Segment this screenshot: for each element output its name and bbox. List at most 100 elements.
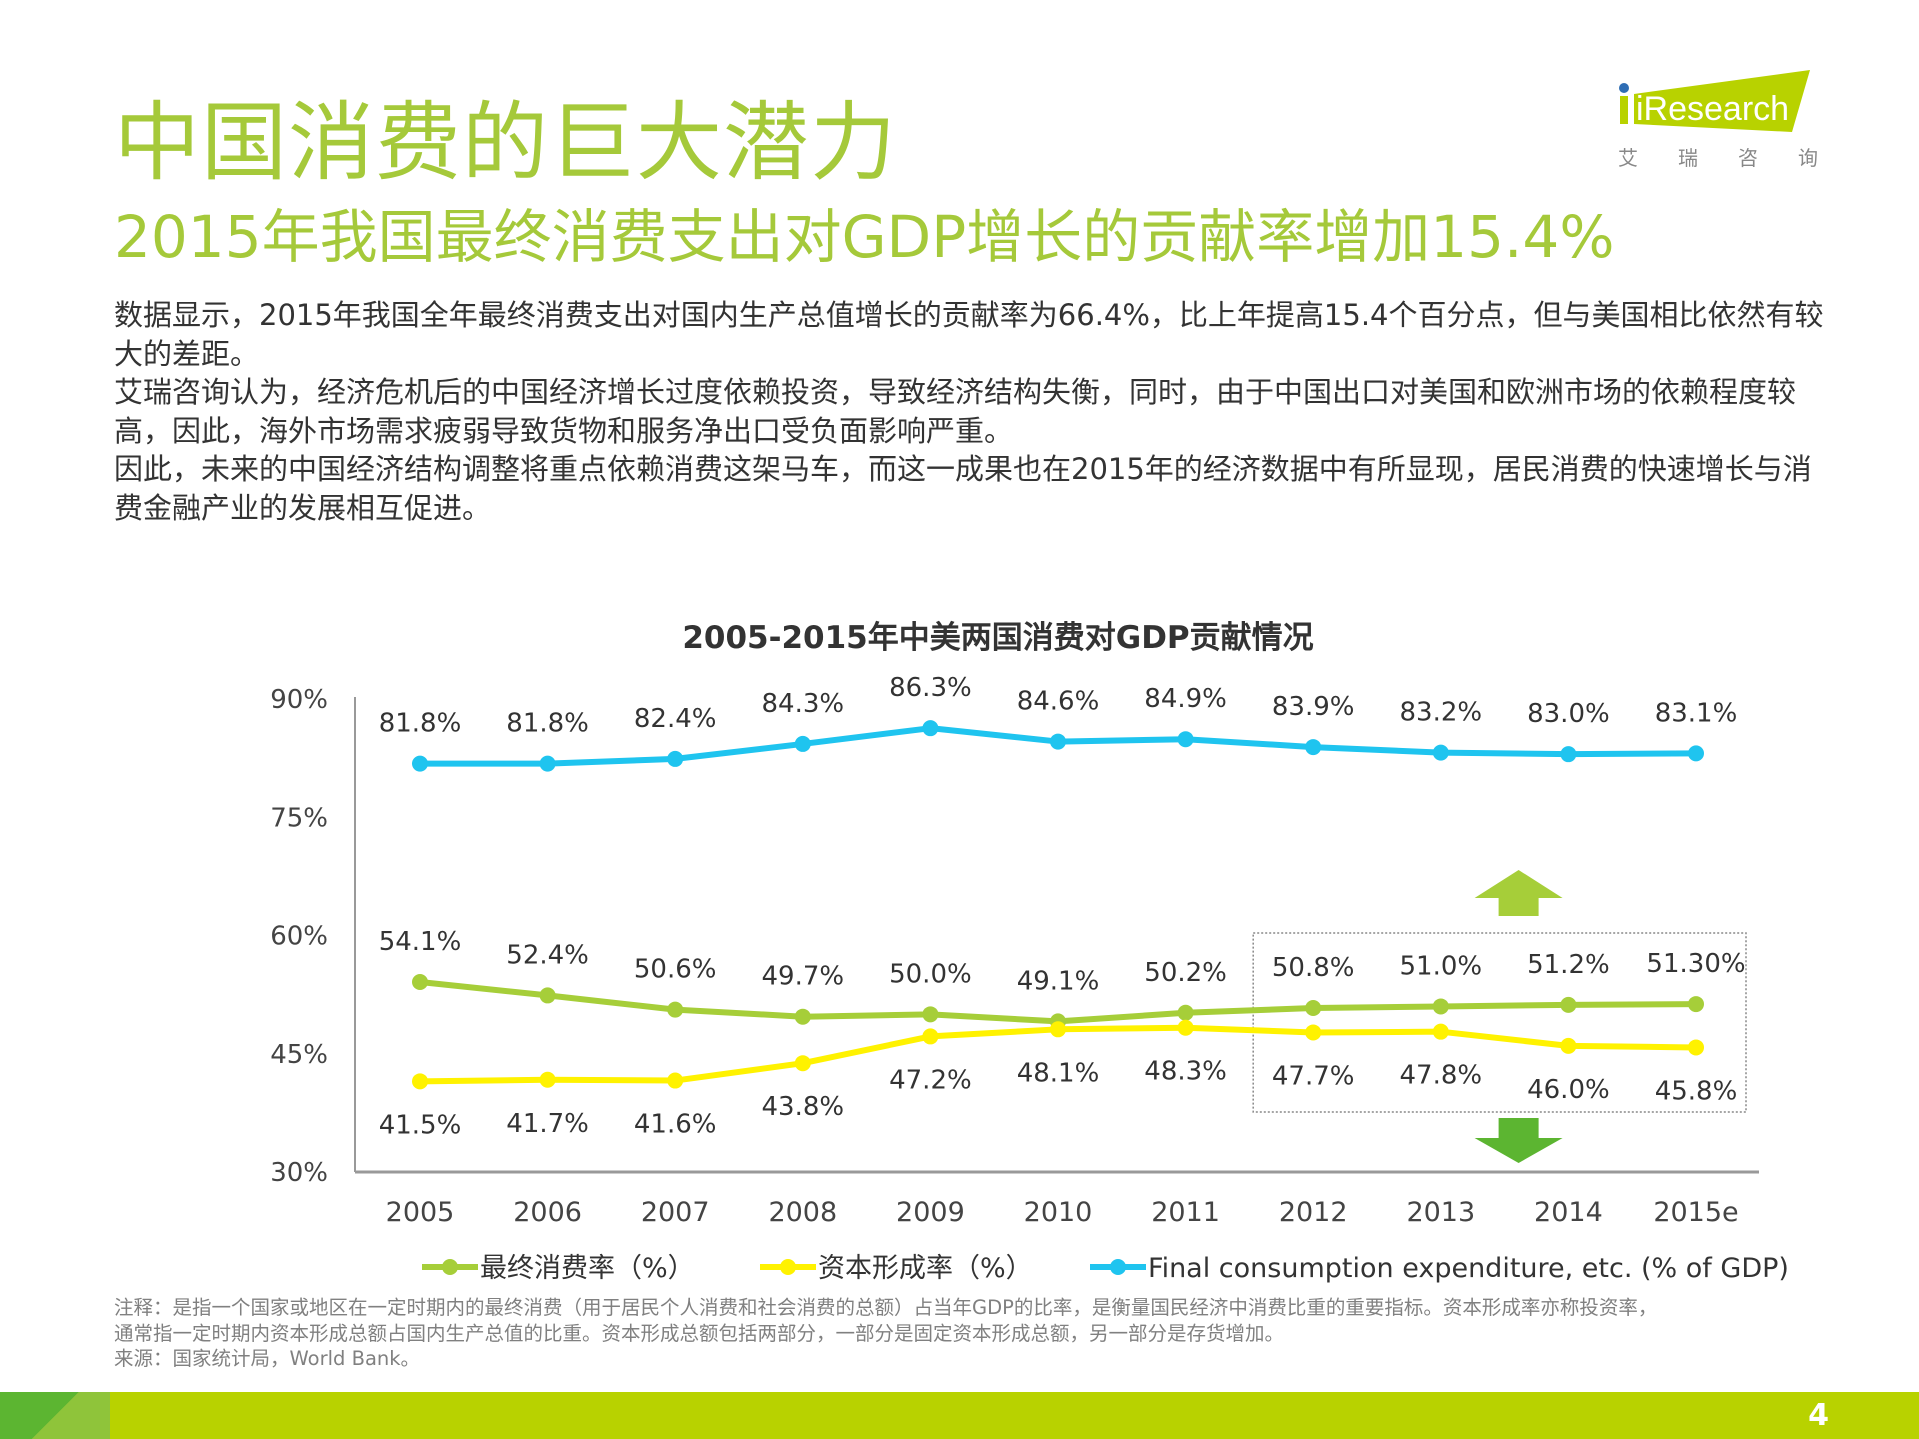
note-line: 注释：是指一个国家或地区在一定时期内的最终消费（用于居民个人消费和社会消费的总额… <box>114 1296 1658 1319</box>
data-point <box>1305 1024 1322 1041</box>
data-point <box>1688 745 1704 762</box>
paragraph: 因此，未来的中国经济结构调整将重点依赖消费这架马车，而这一成果也在2015年的经… <box>114 452 1812 525</box>
data-label: 41.5% <box>379 1110 462 1140</box>
data-point <box>922 1006 939 1023</box>
data-point <box>1560 746 1577 763</box>
data-label: 83.9% <box>1272 692 1355 722</box>
legend-label: 资本形成率（%） <box>818 1253 1033 1284</box>
data-point <box>412 755 428 772</box>
data-label: 81.8% <box>379 709 462 739</box>
page-title: 中国消费的巨大潜力 <box>114 93 897 193</box>
page-number: 4 <box>1808 1398 1829 1433</box>
x-tick-label: 2007 <box>641 1197 710 1228</box>
x-tick-label: 2008 <box>768 1197 837 1228</box>
data-label: 49.1% <box>1017 966 1100 996</box>
data-label: 84.6% <box>1017 687 1100 717</box>
data-label: 43.8% <box>761 1092 844 1122</box>
data-point <box>412 974 428 991</box>
data-point <box>1432 1023 1449 1040</box>
data-label: 47.8% <box>1399 1061 1482 1091</box>
data-label: 81.8% <box>506 709 589 739</box>
notes: 注释：是指一个国家或地区在一定时期内的最终消费（用于居民个人消费和社会消费的总额… <box>114 1295 1657 1372</box>
y-tick-label: 75% <box>270 803 328 833</box>
data-point <box>1177 731 1194 748</box>
paragraph: 数据显示，2015年我国全年最终消费支出对国内生产总值增长的贡献率为66.4%，… <box>114 298 1824 371</box>
data-label: 45.8% <box>1655 1076 1738 1106</box>
data-label: 47.2% <box>889 1065 972 1095</box>
data-label: 54.1% <box>379 927 462 957</box>
data-point <box>1177 1019 1194 1036</box>
data-point <box>667 750 684 767</box>
data-point <box>1432 998 1449 1015</box>
x-tick-label: 2011 <box>1151 1197 1220 1228</box>
data-point <box>794 1008 811 1025</box>
data-point <box>1177 1004 1194 1021</box>
legend-marker <box>1110 1259 1126 1275</box>
legend-marker <box>442 1259 458 1275</box>
logo-char: 咨 <box>1738 146 1758 170</box>
data-point <box>412 1073 428 1090</box>
logo-char: 询 <box>1798 146 1818 170</box>
x-tick-label: 2006 <box>513 1197 582 1228</box>
legend-label: Final consumption expenditure, etc. (% o… <box>1148 1253 1789 1284</box>
data-label: 48.1% <box>1017 1058 1100 1088</box>
x-tick-label: 2005 <box>386 1197 455 1228</box>
data-point <box>539 755 556 772</box>
footer-bar <box>0 1392 1919 1439</box>
data-point <box>1688 996 1704 1013</box>
legend-marker <box>780 1259 796 1275</box>
data-point <box>922 1028 939 1045</box>
data-label: 86.3% <box>889 673 972 703</box>
data-point <box>922 720 939 737</box>
data-label: 46.0% <box>1527 1075 1610 1105</box>
data-label: 52.4% <box>506 940 589 970</box>
data-point <box>794 735 811 752</box>
data-label: 51.0% <box>1399 951 1482 981</box>
data-label: 50.2% <box>1144 958 1227 988</box>
data-label: 50.0% <box>889 959 972 989</box>
data-label: 49.7% <box>761 962 844 992</box>
data-point <box>667 1001 684 1018</box>
source-line: 来源：国家统计局，World Bank。 <box>114 1347 421 1370</box>
data-point <box>794 1055 811 1072</box>
x-tick-label: 2012 <box>1279 1197 1348 1228</box>
data-point <box>1050 1021 1066 1038</box>
data-label: 83.2% <box>1399 698 1482 728</box>
paragraph: 艾瑞咨询认为，经济危机后的中国经济增长过度依赖投资，导致经济结构失衡，同时，由于… <box>114 375 1797 448</box>
x-tick-label: 2009 <box>896 1197 965 1228</box>
logo-text: iResearch <box>1636 90 1789 128</box>
data-point <box>1050 733 1066 750</box>
y-tick-label: 30% <box>270 1158 328 1188</box>
body-text: 数据显示，2015年我国全年最终消费支出对国内生产总值增长的贡献率为66.4%，… <box>114 296 1824 527</box>
down-arrow-icon <box>1474 1118 1563 1163</box>
page-subtitle: 2015年我国最终消费支出对GDP增长的贡献率增加15.4% <box>114 203 1615 271</box>
data-point <box>1305 1000 1322 1017</box>
data-point <box>1432 744 1449 761</box>
data-point <box>539 987 556 1004</box>
data-label: 47.7% <box>1272 1061 1355 1091</box>
data-label: 48.3% <box>1144 1057 1227 1087</box>
logo-char: 瑞 <box>1678 146 1698 170</box>
x-tick-label: 2015e <box>1653 1197 1738 1228</box>
note-line: 通常指一定时期内资本形成总额占国内生产总值的比重。资本形成总额包括两部分，一部分… <box>114 1321 1285 1345</box>
data-label: 83.1% <box>1655 698 1738 728</box>
data-label: 84.3% <box>761 689 844 719</box>
chart-title: 2005-2015年中美两国消费对GDP贡献情况 <box>682 620 1314 656</box>
data-point <box>1560 1037 1577 1054</box>
x-tick-label: 2014 <box>1534 1197 1603 1228</box>
footer-decoration <box>0 1392 110 1439</box>
x-tick-label: 2013 <box>1406 1197 1475 1228</box>
data-label: 82.4% <box>634 704 717 734</box>
data-point <box>667 1072 684 1089</box>
logo-char: 艾 <box>1618 146 1638 170</box>
legend-label: 最终消费率（%） <box>480 1253 695 1284</box>
x-tick-label: 2010 <box>1024 1197 1093 1228</box>
data-point <box>539 1071 556 1088</box>
data-point <box>1305 739 1322 756</box>
data-label: 50.6% <box>634 955 717 985</box>
data-point <box>1560 996 1577 1013</box>
data-label: 41.6% <box>634 1110 717 1140</box>
data-label: 50.8% <box>1272 953 1355 983</box>
iresearch-logo: iResearch <box>1619 70 1810 132</box>
